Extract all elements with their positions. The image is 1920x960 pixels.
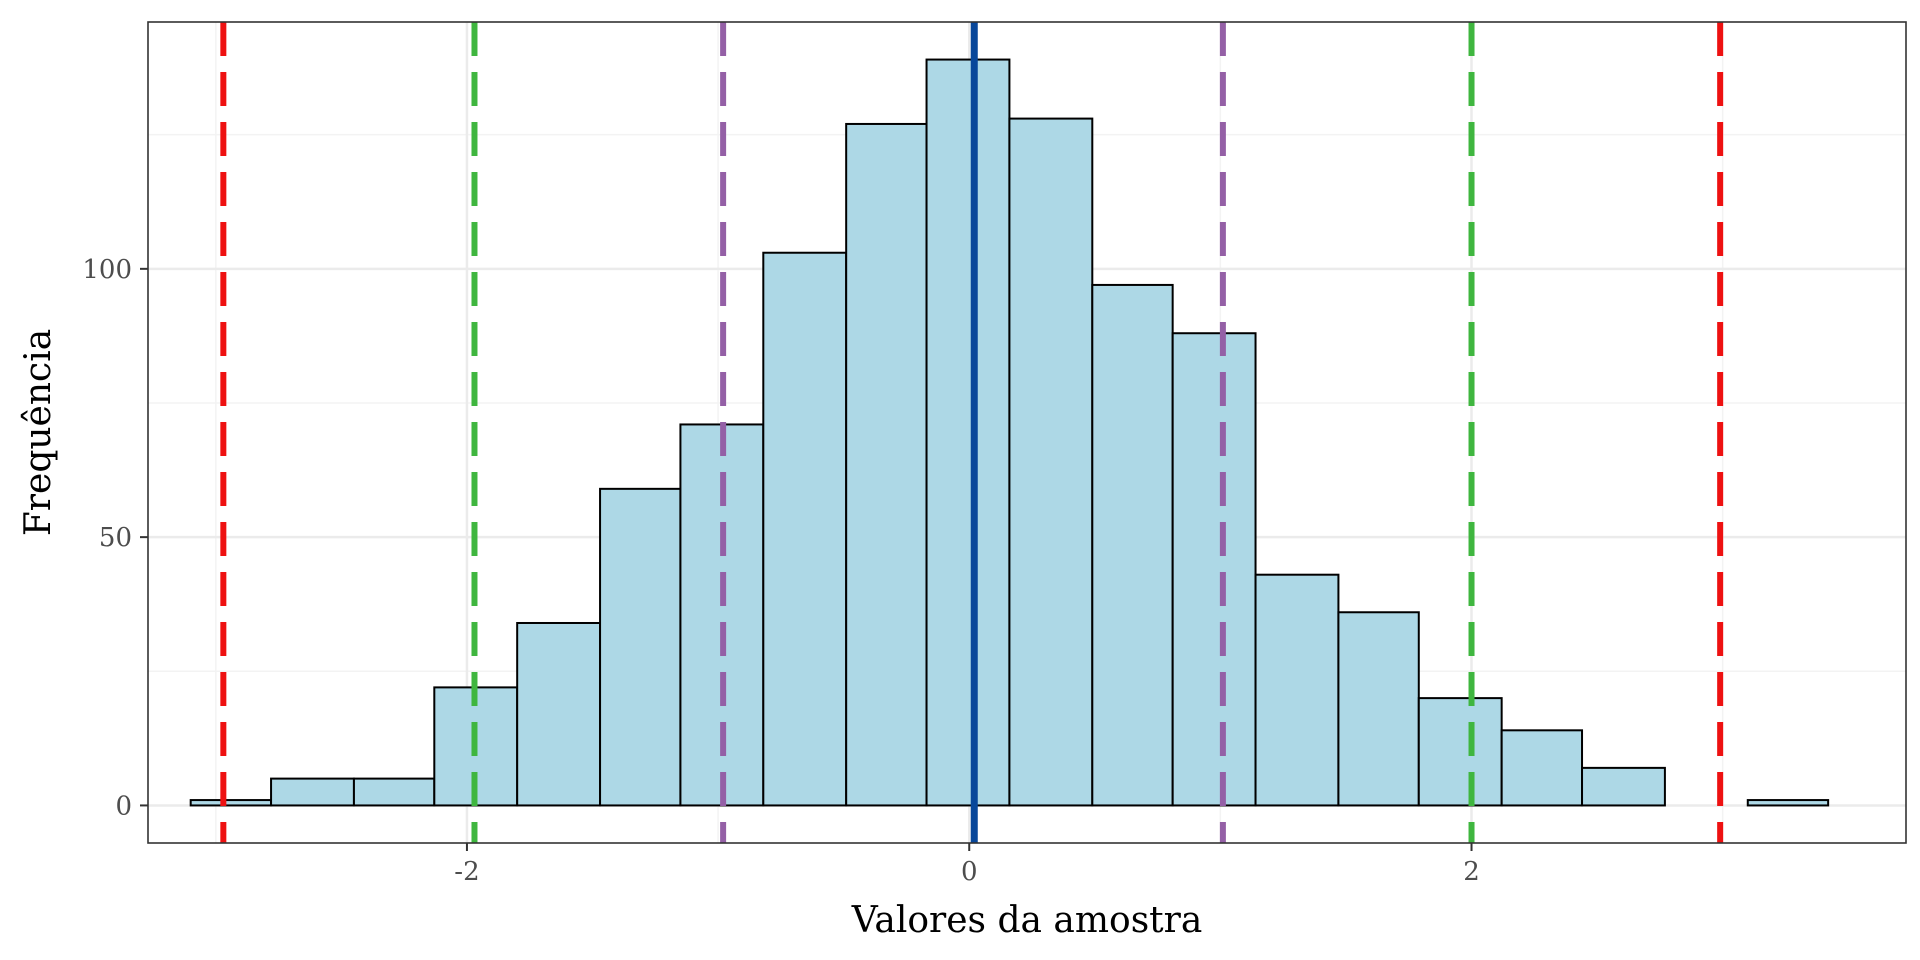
x-tick-label: 2 (1463, 857, 1480, 887)
histogram-bar (1091, 283, 1174, 807)
histogram-bar (845, 122, 928, 807)
panel-border (147, 21, 1907, 844)
histogram-bar (1008, 117, 1094, 807)
histogram-bar (1171, 332, 1257, 807)
histogram-bar (270, 777, 355, 807)
histogram-bar (189, 799, 273, 807)
histogram-bar (1500, 729, 1584, 807)
histogram-bar (516, 621, 602, 807)
histogram-bars (189, 58, 1830, 807)
histogram-bar (1417, 697, 1503, 807)
histogram-bar (599, 487, 682, 807)
y-tick-label: 100 (82, 255, 132, 285)
x-axis-title: Valores da amostra (851, 900, 1203, 941)
reference-lines (220, 22, 1724, 843)
histogram-bar (352, 777, 436, 807)
axes: -2 0 2 0 50 100 (82, 255, 1479, 887)
y-tick-label: 50 (99, 523, 132, 553)
y-axis-title: Frequência (18, 329, 59, 536)
histogram-bar (1337, 611, 1420, 807)
histogram-bar (762, 251, 848, 807)
histogram-bar (1746, 799, 1830, 807)
histogram-bar (1254, 573, 1340, 807)
y-tick-label: 0 (115, 791, 132, 821)
histogram-bar (1581, 766, 1666, 807)
histogram-bar (925, 58, 1011, 807)
x-tick-label: -2 (454, 857, 479, 887)
x-tick-label: 0 (961, 857, 978, 887)
